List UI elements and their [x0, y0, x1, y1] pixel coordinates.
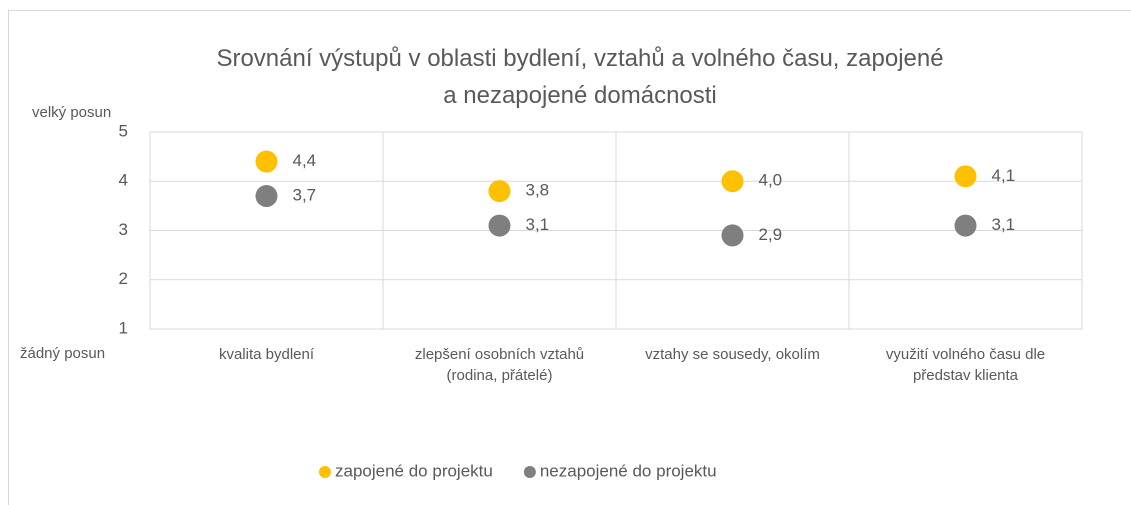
dot — [954, 214, 977, 237]
chart-border — [8, 10, 1131, 505]
data-label: 4,4 — [293, 151, 317, 170]
dot — [255, 150, 278, 173]
dot — [721, 170, 744, 193]
legend-label: nezapojené do projektu — [540, 461, 717, 480]
x-tick-label: zlepšení osobních vztahů (rodina, přátel… — [414, 346, 585, 384]
y-tick-label: 4 — [119, 171, 128, 190]
y-tick-label: 1 — [119, 318, 128, 337]
legend-label: zapojené do projektu — [335, 461, 493, 480]
dot — [488, 180, 511, 203]
dot — [488, 214, 511, 237]
x-tick-label: kvalita bydlení — [218, 346, 315, 363]
chart-title: Srovnání výstupů v oblasti bydlení, vzta… — [216, 45, 944, 109]
x-tick-label: vztahy se sousedy, okolím — [645, 346, 820, 363]
legend-marker — [523, 466, 536, 478]
y-annotation: žádný posun — [20, 345, 105, 362]
dot — [721, 224, 744, 247]
data-label: 4,0 — [759, 171, 783, 190]
data-label: 4,1 — [992, 166, 1016, 185]
data-label: 3,8 — [526, 181, 550, 200]
dot — [954, 165, 977, 188]
y-tick-label: 5 — [119, 121, 128, 140]
y-annotation: velký posun — [32, 104, 111, 121]
data-label: 3,1 — [526, 215, 550, 234]
data-label: 3,7 — [293, 186, 317, 205]
y-tick-label: 2 — [119, 269, 128, 288]
y-tick-label: 3 — [119, 220, 128, 239]
legend-marker — [319, 466, 331, 478]
dot — [255, 185, 278, 208]
data-label: 3,1 — [992, 215, 1016, 234]
data-label: 2,9 — [759, 225, 783, 244]
x-tick-label: využití volného času dle představ klient… — [885, 346, 1046, 384]
